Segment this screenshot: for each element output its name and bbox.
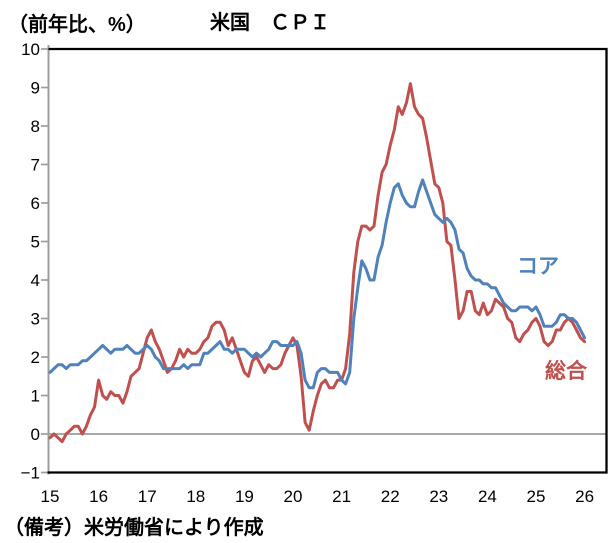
y-tick-label: 8 bbox=[31, 117, 40, 136]
x-tick-label: 26 bbox=[575, 487, 594, 506]
y-tick-label: 7 bbox=[31, 156, 40, 175]
plot-border bbox=[47, 47, 608, 474]
x-tick-label: 17 bbox=[138, 487, 157, 506]
x-tick-label: 21 bbox=[332, 487, 351, 506]
y-tick-label: 3 bbox=[31, 310, 40, 329]
x-tick-label: 22 bbox=[381, 487, 400, 506]
x-tick-label: 25 bbox=[527, 487, 546, 506]
headline-series-line bbox=[48, 82, 587, 444]
core-series-label: コア bbox=[517, 255, 559, 278]
chart-title: 米国 ＣＰＩ bbox=[210, 12, 330, 34]
y-tick-label: 0 bbox=[31, 425, 40, 444]
source-footnote: （備考）米労働省により作成 bbox=[4, 517, 264, 539]
y-tick-label: 4 bbox=[31, 271, 40, 290]
core-series-line bbox=[48, 178, 587, 390]
y-tick-label: 2 bbox=[31, 348, 40, 367]
x-tick-label: 23 bbox=[429, 487, 448, 506]
headline-series-label: 総合 bbox=[545, 360, 587, 383]
x-tick-label: 16 bbox=[89, 487, 108, 506]
x-tick-label: 20 bbox=[284, 487, 303, 506]
x-tick-label: 15 bbox=[41, 487, 60, 506]
y-tick-label: 6 bbox=[31, 194, 40, 213]
x-tick-label: 18 bbox=[186, 487, 205, 506]
y-axis-unit-label: （前年比、%） bbox=[8, 14, 146, 36]
y-tick-label: −1 bbox=[21, 464, 40, 483]
y-tick-label: 9 bbox=[31, 79, 40, 98]
y-tick-label: 5 bbox=[31, 233, 40, 252]
y-tick-label: 10 bbox=[21, 40, 40, 59]
x-tick-label: 19 bbox=[235, 487, 254, 506]
y-tick-label: 1 bbox=[31, 387, 40, 406]
x-tick-label: 24 bbox=[478, 487, 497, 506]
